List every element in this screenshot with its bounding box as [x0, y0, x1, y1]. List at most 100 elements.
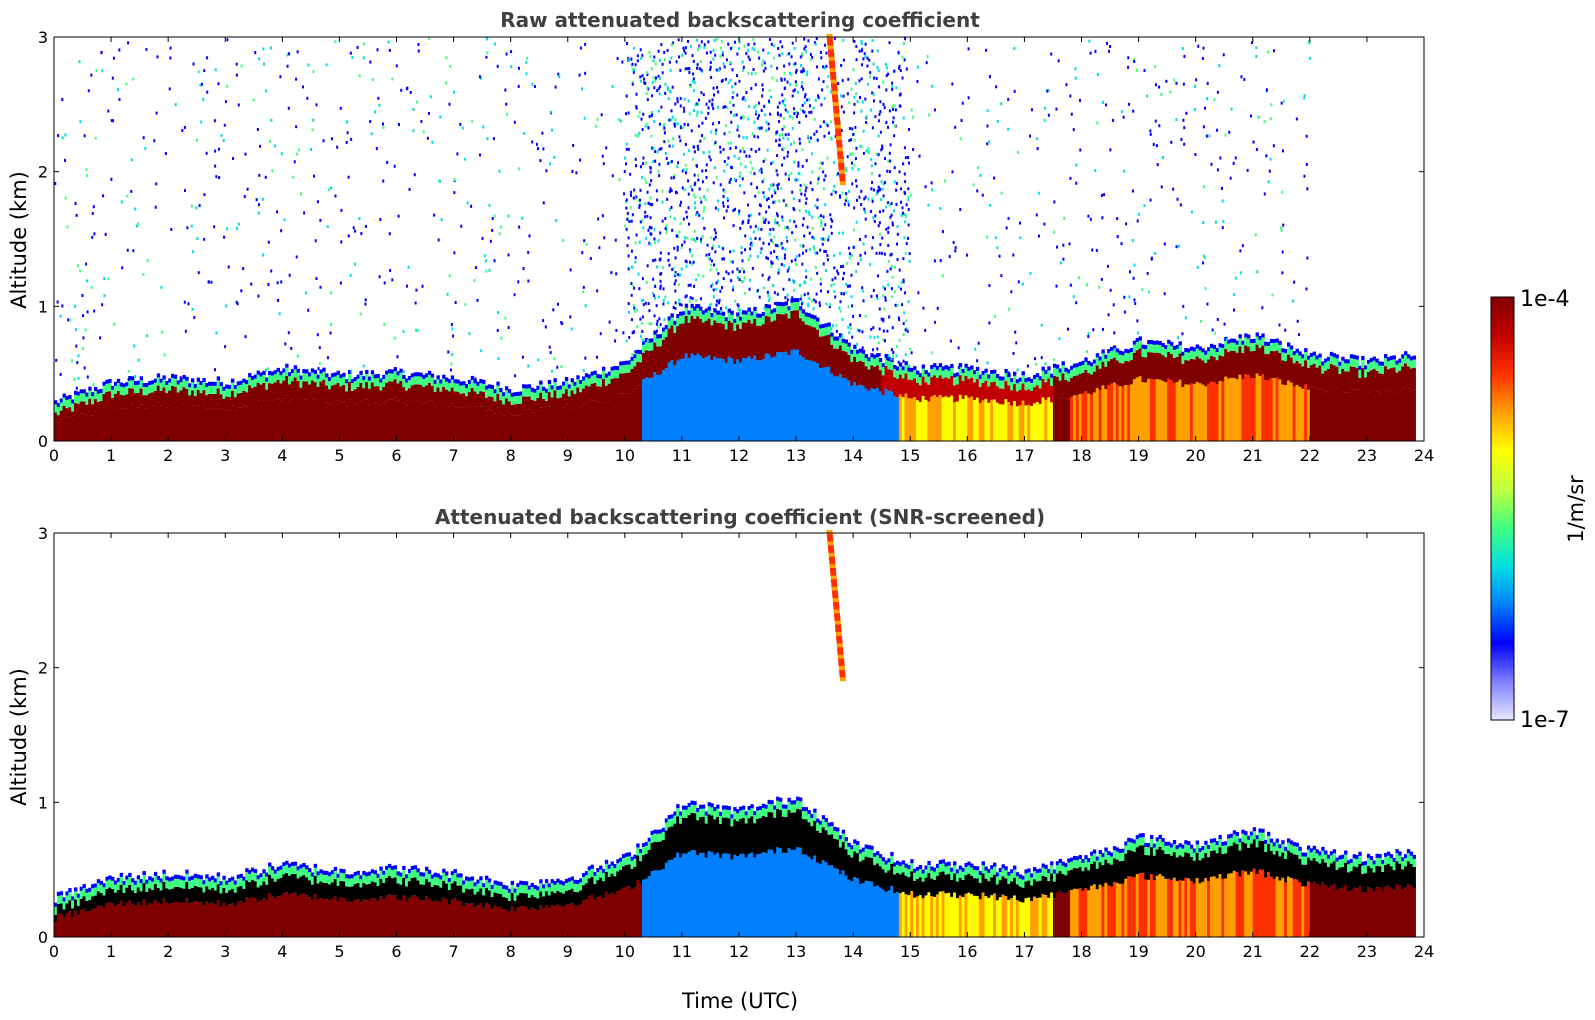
backscatter-cell: [310, 368, 315, 373]
backscatter-cell: [76, 414, 81, 441]
noise-speck: [77, 376, 80, 380]
noise-speck: [687, 99, 690, 103]
noise-speck: [1224, 133, 1227, 137]
noise-speck: [771, 76, 774, 80]
noise-speck: [628, 58, 631, 62]
backscatter-cell: [690, 315, 694, 354]
noise-speck: [134, 207, 137, 211]
noise-speck: [235, 73, 238, 77]
noise-speck: [751, 46, 754, 50]
noise-speck: [907, 161, 910, 165]
noise-speck: [388, 232, 391, 236]
noise-speck: [747, 221, 750, 225]
backscatter-cell: [1235, 352, 1239, 380]
backscatter-cell: [1366, 363, 1371, 372]
backscatter-cell: [202, 905, 206, 937]
noise-speck: [722, 277, 725, 281]
backscatter-cell: [168, 889, 172, 904]
backscatter-cell: [1264, 341, 1268, 346]
backscatter-cell: [296, 896, 300, 937]
backscatter-cell: [59, 402, 64, 411]
backscatter-cell: [690, 303, 694, 308]
noise-speck: [890, 287, 893, 291]
backscatter-cell: [624, 393, 629, 441]
noise-speck: [640, 117, 643, 121]
backscatter-cell: [576, 387, 580, 404]
noise-speck: [723, 257, 726, 261]
backscatter-cell: [148, 902, 152, 937]
backscatter-cell: [684, 315, 689, 354]
backscatter-cell: [1032, 403, 1037, 441]
noise-speck: [1273, 49, 1276, 53]
backscatter-cell: [88, 411, 92, 441]
backscatter-cell: [54, 902, 58, 907]
cloud-streak-cell: [827, 45, 834, 50]
backscatter-cell: [1304, 384, 1308, 441]
backscatter-cell: [262, 400, 266, 441]
noise-speck: [203, 237, 206, 241]
noise-speck: [891, 104, 894, 108]
backscatter-cell: [636, 353, 640, 362]
backscatter-cell: [1067, 373, 1071, 382]
noise-speck: [877, 341, 880, 345]
noise-speck: [701, 180, 704, 184]
noise-speck: [822, 65, 825, 69]
backscatter-cell: [1298, 355, 1302, 364]
noise-speck: [827, 238, 830, 242]
noise-speck: [197, 271, 200, 275]
noise-speck: [792, 281, 795, 285]
noise-speck: [796, 114, 799, 118]
backscatter-cell: [136, 380, 141, 385]
noise-speck: [646, 73, 649, 77]
backscatter-cell: [861, 353, 866, 362]
noise-speck: [757, 101, 760, 105]
backscatter-cell: [1067, 399, 1071, 441]
backscatter-cell: [907, 371, 911, 380]
backscatter-cell: [1364, 396, 1368, 441]
noise-speck: [685, 168, 688, 172]
backscatter-cell: [65, 400, 69, 409]
noise-speck: [351, 56, 354, 60]
noise-speck: [518, 225, 521, 229]
noise-speck: [767, 221, 770, 225]
cloud-streak-cell: [831, 90, 838, 95]
backscatter-cell: [1326, 368, 1331, 391]
backscatter-cell: [1115, 348, 1120, 353]
backscatter-cell: [707, 355, 711, 441]
noise-speck: [676, 245, 679, 249]
noise-speck: [476, 298, 479, 302]
noise-speck: [163, 353, 166, 357]
backscatter-cell: [487, 409, 492, 441]
noise-speck: [834, 190, 837, 194]
backscatter-cell: [407, 404, 412, 441]
backscatter-cell: [230, 390, 235, 406]
noise-speck: [704, 198, 707, 202]
noise-speck: [820, 103, 823, 107]
backscatter-cell: [193, 873, 198, 878]
backscatter-cell: [761, 316, 766, 325]
x-tick-label: 18: [1071, 446, 1091, 465]
backscatter-cell: [142, 395, 146, 409]
noise-speck: [714, 206, 717, 210]
noise-speck: [696, 66, 699, 70]
backscatter-cell: [670, 360, 674, 441]
noise-speck: [680, 267, 683, 271]
backscatter-cell: [245, 380, 249, 385]
raw-backscatter-panel: Raw attenuated backscattering coefficien…: [7, 8, 1434, 465]
backscatter-cell: [65, 395, 69, 401]
noise-speck: [994, 236, 997, 240]
noise-speck: [633, 306, 636, 310]
noise-speck: [716, 105, 719, 109]
noise-speck: [860, 49, 863, 53]
noise-speck: [825, 302, 828, 306]
noise-speck: [833, 266, 836, 270]
noise-speck: [660, 147, 663, 151]
backscatter-cell: [690, 307, 694, 316]
backscatter-cell: [1241, 352, 1245, 380]
backscatter-cell: [933, 375, 937, 395]
backscatter-cell: [1167, 339, 1171, 344]
noise-speck: [902, 359, 905, 363]
backscatter-cell: [456, 379, 460, 384]
noise-speck: [841, 334, 844, 338]
cloud-streak-cell: [827, 49, 834, 54]
